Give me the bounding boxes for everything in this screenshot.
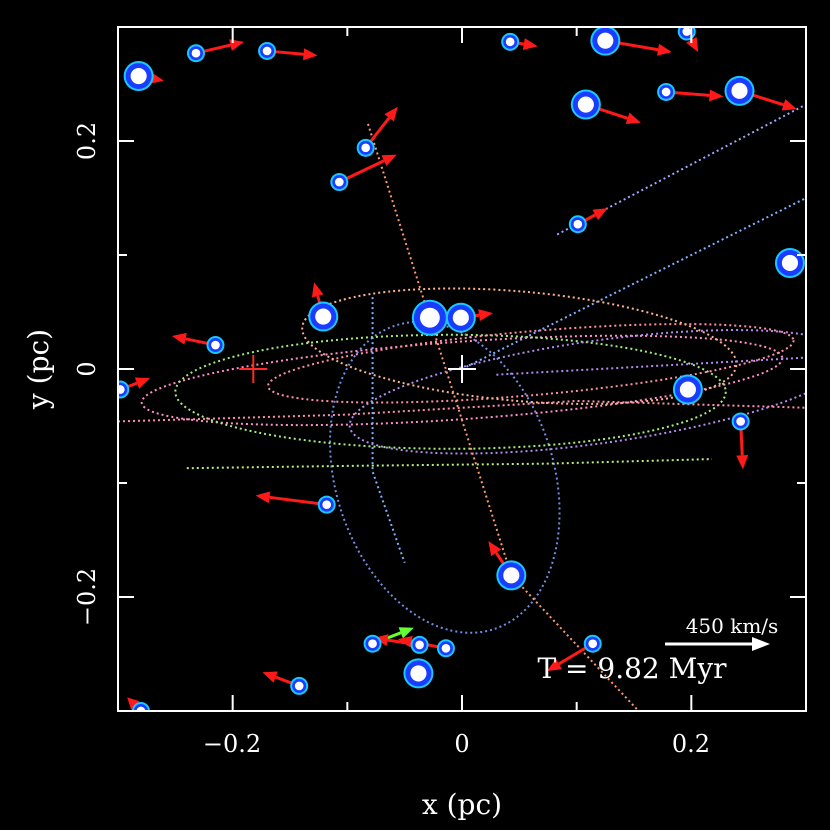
velocity-arrow-head: [522, 38, 538, 51]
velocity-arrow-head: [657, 43, 672, 56]
star-point: [736, 417, 745, 426]
star-point: [191, 48, 201, 58]
velocity-arrow-head: [127, 697, 140, 710]
time-label: T = 9.82 Myr: [537, 652, 727, 685]
stars-layer: [118, 27, 805, 711]
x-axis-label: x (pc): [422, 788, 502, 821]
star-point: [410, 665, 427, 682]
y-tick-label-1: 0: [73, 361, 101, 376]
y-tick-label-0: −0.2: [73, 568, 101, 626]
star-point: [118, 385, 125, 394]
velocity-arrow-head: [686, 36, 699, 53]
markers-layer: [239, 355, 476, 383]
velocity-arrow-head: [478, 309, 493, 322]
orbit-path: [329, 320, 561, 634]
star-point: [136, 706, 146, 711]
star-point: [334, 177, 344, 187]
star-point: [262, 46, 272, 56]
star-point: [573, 219, 583, 229]
velocity-arrow-head: [262, 671, 278, 683]
y-tick-label-2: 0.2: [73, 122, 101, 160]
velocity-arrow-head: [781, 99, 797, 111]
star-point: [294, 681, 304, 691]
orbit-path: [186, 458, 713, 470]
velocity-arrow-head: [171, 332, 187, 345]
star-point: [419, 307, 440, 328]
axis-ticks: [117, 26, 807, 712]
velocity-arrow-head: [709, 89, 724, 102]
velocity-arrow-head: [134, 377, 151, 389]
velocity-arrow-head: [546, 658, 562, 672]
velocity-arrow-head: [592, 208, 608, 221]
scale-arrow: [665, 637, 770, 651]
star-point: [361, 143, 371, 153]
star-point: [415, 640, 424, 650]
star-point: [503, 567, 520, 584]
velocity-arrow-head: [625, 112, 641, 125]
star-point: [661, 87, 671, 97]
star-point: [322, 500, 332, 509]
star-point: [368, 639, 377, 649]
star-point: [505, 37, 515, 47]
velocity-arrow: [269, 495, 327, 507]
velocity-arrow-head: [736, 455, 749, 470]
star-point: [682, 27, 692, 36]
star-point: [452, 309, 469, 326]
star-point: [731, 82, 748, 99]
star-point: [577, 96, 594, 113]
star-point: [441, 643, 451, 653]
star-point: [679, 381, 696, 398]
velocity-arrow-head: [397, 635, 413, 648]
star-point: [211, 340, 220, 350]
x-tick-label-0: −0.2: [203, 730, 261, 758]
velocity-arrow-head: [229, 39, 245, 51]
star-point: [130, 67, 147, 85]
scale-arrow-label: 450 km/s: [686, 614, 779, 638]
x-tick-label-1: 0: [454, 730, 469, 758]
orbit-path: [348, 329, 806, 455]
orbit-path: [461, 197, 806, 370]
velocity-arrow-head: [303, 48, 318, 61]
velocity-arrow-head: [398, 627, 414, 639]
orbit-path: [174, 333, 727, 450]
star-point: [588, 639, 598, 649]
velocity-arrow-head: [384, 106, 398, 122]
star-point: [315, 308, 332, 325]
velocity-arrow-head: [255, 491, 271, 504]
star-point: [781, 254, 799, 272]
star-point: [597, 32, 614, 49]
velocity-arrow-head: [311, 282, 324, 298]
orbit-path: [301, 287, 738, 405]
velocity-arrow-head: [381, 154, 397, 167]
x-tick-label-2: 0.2: [672, 730, 710, 758]
y-axis-label: y (pc): [22, 329, 55, 410]
velocity-arrow-head: [488, 541, 502, 557]
orbit-path: [496, 356, 806, 376]
